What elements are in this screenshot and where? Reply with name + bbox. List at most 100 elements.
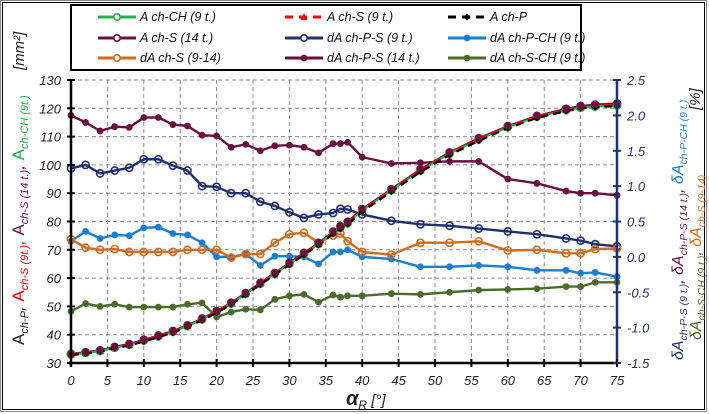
data-point-marker bbox=[387, 160, 395, 167]
data-point-marker bbox=[576, 248, 585, 258]
data-point-marker bbox=[139, 247, 149, 257]
data-point-marker bbox=[445, 238, 454, 248]
data-point-marker bbox=[213, 253, 221, 261]
data-point-marker bbox=[300, 290, 308, 298]
y-axis-title-right-text2: δAch-S-CH (9 t.), δAch-S (9-14) bbox=[688, 175, 708, 340]
data-point-marker bbox=[577, 283, 584, 290]
legend-swatch-icon bbox=[448, 34, 486, 41]
series-line bbox=[70, 158, 618, 248]
data-point-marker bbox=[183, 166, 192, 175]
data-point-marker bbox=[96, 235, 104, 242]
data-point-marker bbox=[96, 127, 104, 135]
legend-item: dA ch-P-S (9 t.) bbox=[284, 28, 413, 48]
data-point-marker bbox=[168, 161, 178, 171]
data-point-marker bbox=[475, 134, 483, 142]
data-point-marker bbox=[212, 182, 221, 192]
legend-swatch-icon bbox=[98, 53, 136, 63]
data-point-marker bbox=[475, 286, 483, 294]
legend-item: A ch-P bbox=[447, 7, 527, 27]
data-point-marker bbox=[299, 228, 309, 238]
data-point-marker bbox=[140, 224, 148, 232]
data-point-marker bbox=[328, 208, 338, 218]
data-point-marker bbox=[533, 285, 541, 293]
data-point-marker bbox=[271, 252, 279, 260]
x-tick-label: 40 bbox=[355, 373, 370, 388]
data-point-marker bbox=[198, 131, 206, 139]
data-point-marker bbox=[286, 141, 293, 149]
data-point-marker bbox=[96, 346, 104, 354]
x-tick-label: 75 bbox=[610, 373, 625, 388]
y-tick-label-right: -1.5 bbox=[627, 356, 650, 371]
data-point-marker bbox=[358, 292, 366, 300]
data-point-marker bbox=[417, 159, 424, 167]
legend-swatch-icon bbox=[285, 54, 323, 62]
data-point-marker bbox=[184, 300, 191, 308]
series-line bbox=[70, 104, 618, 357]
legend-item: dA ch-S-CH (9 t.) bbox=[447, 48, 585, 68]
data-point-marker bbox=[300, 143, 308, 151]
data-point-marker bbox=[344, 292, 352, 300]
data-point-marker bbox=[169, 327, 177, 335]
x-tick-label: 60 bbox=[501, 373, 516, 388]
data-point-marker bbox=[562, 187, 570, 195]
data-point-marker bbox=[386, 216, 396, 226]
legend-item: dA ch-P-S (14 t.) bbox=[284, 48, 420, 68]
data-point-marker bbox=[561, 248, 571, 258]
y-tick-label-left: 80 bbox=[47, 215, 62, 230]
data-point-marker bbox=[576, 236, 585, 246]
data-point-marker bbox=[284, 229, 294, 239]
data-point-marker bbox=[561, 234, 571, 243]
data-point-marker bbox=[562, 105, 570, 113]
x-tick-label: 50 bbox=[428, 373, 443, 388]
data-point-marker bbox=[504, 122, 512, 130]
data-point-marker bbox=[271, 142, 279, 150]
data-point-marker bbox=[336, 293, 344, 301]
data-point-marker bbox=[241, 188, 251, 198]
data-point-marker bbox=[533, 266, 541, 274]
y-tick-label-right: -1.0 bbox=[627, 321, 650, 336]
y-axis-title-left: Ach-P, Ach-S (9t.), Ach-S (14 t.), Ach-C… bbox=[9, 95, 31, 345]
data-point-marker bbox=[241, 249, 251, 259]
legend-item: A ch-S (14 t.) bbox=[97, 28, 213, 48]
series-da-ch-p-ch-9-t- bbox=[67, 223, 621, 281]
data-point-marker bbox=[504, 286, 512, 293]
data-point-marker bbox=[125, 232, 133, 240]
data-point-marker bbox=[153, 154, 163, 164]
x-axis-title: αR [°] bbox=[346, 388, 386, 412]
data-point-marker bbox=[591, 101, 599, 109]
data-point-marker bbox=[503, 227, 513, 236]
y-tick-label-right: 1.5 bbox=[627, 144, 646, 159]
legend-label: dA ch-P-S (9 t.) bbox=[327, 30, 413, 45]
data-point-marker bbox=[110, 244, 120, 254]
data-point-marker bbox=[417, 263, 424, 271]
data-point-marker bbox=[242, 305, 250, 313]
data-point-marker bbox=[169, 230, 177, 237]
data-point-marker bbox=[125, 303, 133, 311]
data-point-marker bbox=[154, 331, 162, 340]
series-line bbox=[70, 231, 618, 259]
data-point-marker bbox=[300, 249, 308, 257]
data-point-marker bbox=[95, 245, 105, 255]
data-point-marker bbox=[82, 119, 89, 126]
data-point-marker bbox=[590, 239, 600, 249]
data-point-marker bbox=[169, 303, 177, 311]
data-point-marker bbox=[358, 205, 366, 213]
data-point-marker bbox=[329, 140, 337, 148]
data-point-marker bbox=[504, 175, 512, 183]
data-point-marker bbox=[591, 269, 599, 276]
data-point-marker bbox=[445, 221, 454, 231]
tick-labels: 30 40 50 60 70 80 90 100 110 120 130 0 5 10 15 20 25 30 35… bbox=[39, 73, 650, 388]
data-point-marker bbox=[242, 140, 250, 148]
data-point-marker bbox=[336, 248, 344, 256]
x-tick-label: 70 bbox=[573, 373, 588, 388]
data-point-marker bbox=[286, 252, 293, 260]
data-point-marker bbox=[256, 261, 264, 269]
data-point-marker bbox=[111, 231, 119, 239]
y-tick-label-left: 130 bbox=[39, 73, 61, 88]
x-tick-label: 5 bbox=[104, 373, 112, 388]
data-point-marker bbox=[124, 163, 134, 173]
data-point-marker bbox=[416, 165, 425, 174]
y-tick-label-right: 0.0 bbox=[627, 250, 646, 265]
y-axis-title-right-line2: δAch-S-CH (9 t.), δAch-S (9-14) bbox=[688, 175, 708, 340]
data-point-marker bbox=[242, 289, 250, 297]
